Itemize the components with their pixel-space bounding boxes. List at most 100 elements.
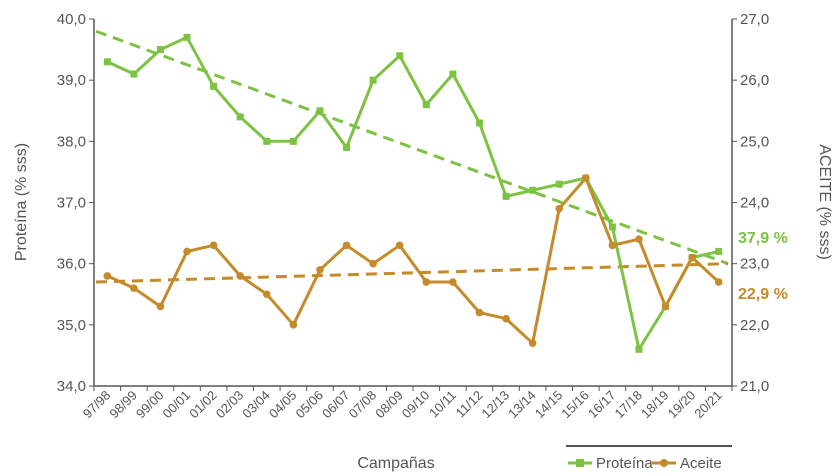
oil-point — [422, 278, 431, 286]
protein-point — [210, 82, 218, 90]
oil-point — [502, 314, 510, 323]
oil-point — [688, 253, 696, 262]
legend-item-protein: Proteína — [568, 455, 653, 472]
x-tick-label: 99/00 — [133, 388, 167, 422]
protein-point — [289, 137, 297, 145]
y-left-tick-label: 40,0 — [57, 11, 86, 28]
protein-point — [475, 119, 483, 127]
x-tick-label: 00/01 — [160, 388, 194, 422]
y-left-tick-label: 35,0 — [57, 317, 86, 334]
oil-point — [369, 259, 377, 268]
x-tick-label: 19/20 — [665, 388, 699, 422]
right-axis-ticks: 21,0 22,0 23,0 24,0 25,0 26,0 27,0 — [732, 11, 769, 395]
x-tick-label: 13/14 — [505, 388, 539, 422]
protein-point — [422, 101, 430, 109]
y-axis-right-title: ACEITE (% sss) — [816, 144, 833, 260]
oil-end-label: 22,9 % — [738, 286, 788, 303]
x-tick-label: 16/17 — [585, 388, 619, 422]
series-markers — [103, 33, 723, 353]
oil-point — [342, 241, 351, 250]
x-tick-label: 03/04 — [239, 388, 273, 422]
x-tick-label: 17/18 — [611, 388, 645, 422]
oil-trend-line — [95, 262, 729, 284]
y-right-tick-label: 23,0 — [740, 256, 769, 273]
oil-point — [236, 272, 245, 280]
y-right-tick-label: 25,0 — [740, 133, 769, 150]
oil-point — [449, 278, 457, 286]
protein-point — [608, 223, 616, 231]
oil-point — [209, 241, 218, 250]
x-tick-label: 01/02 — [186, 388, 220, 422]
protein-point — [555, 180, 563, 188]
oil-point — [103, 272, 112, 280]
protein-point — [343, 143, 351, 151]
x-tick-label: 08/09 — [372, 388, 406, 422]
y-right-tick-label: 21,0 — [740, 378, 769, 395]
oil-point — [156, 302, 165, 311]
protein-point — [715, 247, 723, 255]
y-right-tick-label: 27,0 — [740, 11, 769, 28]
x-tick-label: 06/07 — [319, 388, 353, 422]
legend-item-oil: Aceite — [652, 455, 722, 472]
protein-end-label: 37,9 % — [738, 230, 788, 247]
oil-point — [581, 174, 590, 182]
x-tick-label: 04/05 — [266, 388, 300, 422]
oil-point — [714, 278, 723, 286]
oil-point — [262, 290, 271, 299]
protein-point — [236, 113, 244, 121]
x-tick-label: 20/21 — [691, 388, 725, 422]
oil-point — [289, 321, 298, 329]
protein-point — [316, 107, 324, 115]
x-tick-label: 15/16 — [558, 388, 592, 422]
protein-point — [369, 76, 377, 84]
oil-point — [475, 308, 484, 317]
y-left-tick-label: 39,0 — [57, 72, 86, 89]
protein-point — [449, 70, 457, 78]
protein-point — [529, 186, 537, 194]
oil-point — [635, 235, 643, 243]
oil-point — [395, 241, 404, 250]
oil-point — [528, 339, 537, 347]
trend-lines — [95, 29, 729, 284]
protein-point — [263, 137, 271, 145]
y-left-tick-label: 38,0 — [57, 133, 86, 150]
legend-oil-label: Aceite — [680, 455, 722, 472]
x-axis-title: Campañas — [357, 455, 434, 472]
x-tick-label: 11/12 — [453, 388, 486, 421]
x-tick-label: 18/19 — [638, 388, 672, 422]
y-left-tick-label: 36,0 — [57, 256, 86, 273]
oil-point — [316, 265, 324, 274]
x-tick-label: 10/11 — [426, 388, 459, 421]
protein-series-line — [106, 35, 720, 351]
protein-point — [130, 70, 138, 78]
x-tick-label: 05/06 — [292, 388, 326, 422]
y-right-tick-label: 24,0 — [740, 195, 769, 212]
x-tick-label: 09/10 — [399, 388, 433, 422]
oil-point — [183, 247, 191, 256]
protein-point — [103, 58, 111, 66]
y-left-tick-label: 37,0 — [57, 195, 86, 212]
oil-point — [661, 302, 670, 311]
left-axis-ticks: 34,0 35,0 36,0 37,0 38,0 39,0 40,0 — [57, 11, 94, 395]
x-tick-label: 07/08 — [346, 388, 380, 422]
legend-protein-marker — [576, 459, 584, 467]
series-lines — [106, 35, 720, 351]
oil-point — [130, 284, 138, 292]
y-axis-left-title: Proteína (% sss) — [13, 143, 30, 261]
protein-point — [635, 345, 643, 353]
x-axis-ticks: 97/9898/9999/0000/0101/0202/0303/0404/05… — [80, 386, 733, 422]
y-left-tick-label: 34,0 — [57, 378, 86, 395]
y-right-tick-label: 22,0 — [740, 317, 769, 334]
x-tick-label: 98/99 — [106, 388, 140, 422]
legend: Proteína Aceite — [566, 445, 732, 472]
protein-point — [156, 46, 164, 54]
x-tick-label: 14/15 — [532, 388, 566, 422]
oil-series-line — [106, 176, 720, 345]
protein-point — [502, 192, 510, 200]
legend-oil-marker — [660, 459, 668, 467]
y-right-tick-label: 26,0 — [740, 72, 769, 89]
oil-point — [555, 204, 564, 213]
protein-point — [183, 33, 191, 41]
legend-protein-label: Proteína — [596, 455, 653, 472]
